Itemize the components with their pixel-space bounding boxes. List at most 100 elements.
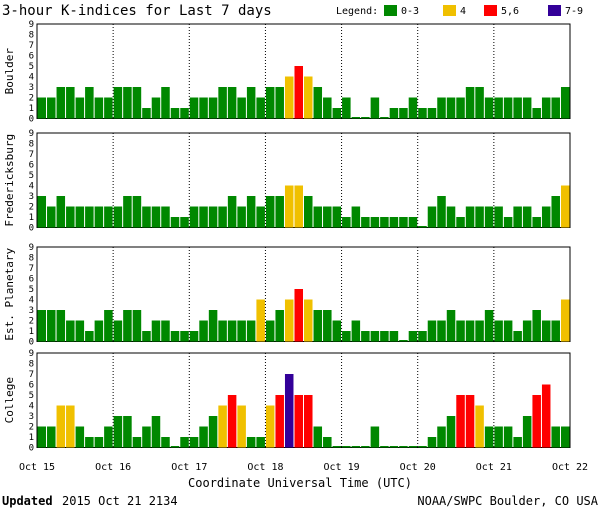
- legend-label: Legend:: [336, 6, 378, 17]
- k-index-bar: [437, 320, 446, 342]
- k-index-bar: [465, 87, 475, 119]
- k-index-bar: [475, 320, 484, 342]
- k-index-bar: [475, 405, 484, 448]
- k-index-bar: [151, 97, 161, 119]
- k-index-bar: [389, 331, 399, 342]
- y-tick-label: 5: [29, 285, 34, 295]
- k-index-bar: [189, 331, 199, 342]
- k-index-bar: [484, 310, 494, 342]
- k-index-bar: [284, 299, 294, 342]
- k-index-bar: [104, 310, 113, 342]
- y-tick-label: 0: [29, 338, 34, 348]
- y-tick-label: 3: [29, 192, 34, 202]
- k-index-bar: [47, 97, 56, 119]
- y-tick-label: 8: [29, 360, 34, 370]
- k-index-bar: [389, 108, 399, 119]
- k-index-bar: [323, 97, 332, 119]
- k-index-bar: [332, 320, 342, 342]
- k-index-bar: [246, 437, 256, 448]
- k-index-bar: [408, 97, 418, 119]
- k-index-bar: [427, 320, 437, 342]
- k-index-bar: [189, 97, 199, 119]
- y-tick-label: 8: [29, 254, 34, 264]
- k-index-bar: [94, 206, 104, 228]
- legend-swatch-7-9: [548, 5, 561, 16]
- k-index-bar: [85, 87, 94, 119]
- y-tick-label: 7: [29, 41, 34, 51]
- k-index-bar: [218, 320, 227, 342]
- k-index-bar: [66, 206, 75, 228]
- k-index-bar: [361, 217, 370, 228]
- k-index-bar: [399, 217, 408, 228]
- x-tick-label: Oct 21: [476, 462, 512, 473]
- k-index-bar: [342, 97, 351, 119]
- k-index-bar: [151, 206, 161, 228]
- k-index-bar: [389, 446, 399, 448]
- k-index-bar: [437, 196, 446, 228]
- panel-label: Boulder: [3, 48, 16, 95]
- k-index-bar: [532, 395, 541, 448]
- k-index-bar: [47, 426, 56, 448]
- k-index-bar: [189, 437, 199, 448]
- k-index-bar: [532, 108, 541, 119]
- k-index-bar: [104, 206, 113, 228]
- y-tick-label: 4: [29, 402, 34, 412]
- k-index-bar: [560, 185, 570, 228]
- legend-entry-7-9: 7-9: [565, 6, 583, 17]
- k-index-bar: [351, 206, 361, 228]
- k-index-bar: [294, 66, 303, 119]
- k-index-bar: [151, 320, 161, 342]
- k-index-bar: [408, 446, 418, 448]
- k-index-bar: [456, 97, 465, 119]
- k-index-bar: [418, 446, 427, 448]
- k-index-bar: [551, 97, 560, 119]
- k-index-bar: [284, 374, 294, 448]
- k-index-bar: [132, 196, 142, 228]
- k-index-bar: [361, 446, 370, 448]
- k-index-bar: [180, 108, 189, 119]
- k-index-bar: [123, 196, 132, 228]
- k-index-bar: [304, 395, 313, 448]
- k-index-bar: [541, 206, 551, 228]
- k-index-bar: [256, 206, 265, 228]
- legend-entry-4: 4: [460, 6, 466, 17]
- k-index-bar: [332, 108, 342, 119]
- k-index-bar: [551, 426, 560, 448]
- k-index-bar: [75, 97, 85, 119]
- k-index-bar: [208, 416, 218, 448]
- k-index-bar: [142, 426, 151, 448]
- k-index-bar: [208, 97, 218, 119]
- k-index-bar: [323, 437, 332, 448]
- k-index-bar: [399, 340, 408, 342]
- k-index-bar: [427, 437, 437, 448]
- x-tick-label: Oct 15: [19, 462, 55, 473]
- panel-label: Fredericksburg: [3, 134, 16, 227]
- k-index-bar: [294, 185, 303, 228]
- k-index-bar: [56, 87, 66, 119]
- y-tick-label: 1: [29, 327, 34, 337]
- k-index-bar: [85, 331, 94, 342]
- k-index-bar: [475, 87, 484, 119]
- k-index-bar: [437, 426, 446, 448]
- k-index-bar: [494, 97, 503, 119]
- y-tick-label: 7: [29, 264, 34, 274]
- k-index-bar: [104, 426, 113, 448]
- k-index-bar: [313, 310, 323, 342]
- k-index-bar: [342, 331, 351, 342]
- k-index-bar: [180, 437, 189, 448]
- k-index-bar: [418, 331, 427, 342]
- k-index-bar: [104, 97, 113, 119]
- y-tick-label: 0: [29, 115, 34, 125]
- k-index-bar: [304, 299, 313, 342]
- k-index-bar: [256, 299, 265, 342]
- panel-label: Est. Planetary: [3, 248, 16, 341]
- k-index-bar: [94, 437, 104, 448]
- k-index-bar: [513, 437, 522, 448]
- legend-entry-0-3: 0-3: [401, 6, 419, 17]
- k-index-bar: [342, 217, 351, 228]
- k-index-bar: [332, 446, 342, 448]
- y-tick-label: 9: [29, 243, 34, 253]
- x-tick-label: Oct 18: [247, 462, 283, 473]
